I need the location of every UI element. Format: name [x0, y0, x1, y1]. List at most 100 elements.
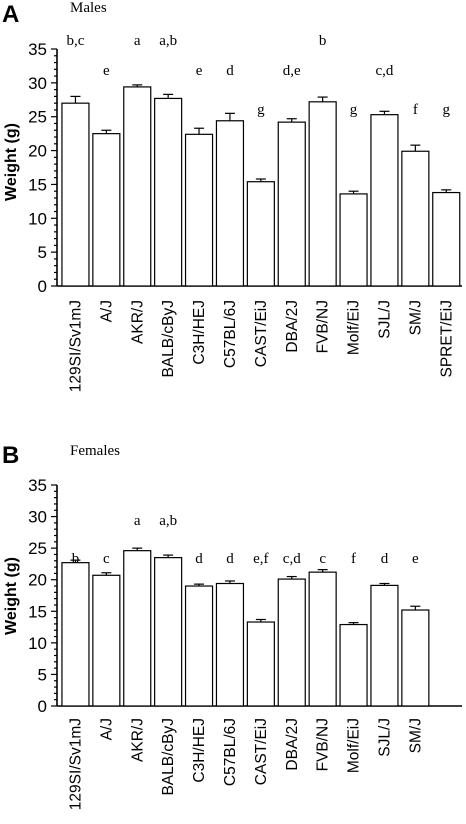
- panel-a-bar-7: [277, 121, 306, 287]
- panel-a-letter: A: [2, 1, 19, 28]
- panel-a-y-tick-label: 20: [28, 142, 47, 161]
- panel-b-category-label: DBA/2J: [284, 718, 301, 771]
- panel-a-category-label: CAST/EiJ: [253, 300, 270, 367]
- panel-a-bar-3: [154, 97, 183, 287]
- panel-b-y-tick-label: 30: [28, 508, 47, 527]
- panel-a-bar-0: [61, 102, 90, 287]
- panel-a-significance-label: f: [413, 102, 418, 118]
- panel-b-y-tick-label: 15: [28, 602, 47, 621]
- panel-b-category-label: BALB/cByJ: [160, 718, 177, 796]
- panel-a-y-tick-label: 30: [28, 74, 47, 93]
- panel-b-bar-6: [246, 621, 275, 707]
- panel-b-category-label: Molf/EiJ: [346, 718, 363, 773]
- panel-b-significance-label: c,d: [283, 551, 301, 567]
- panel-a-bar-4: [184, 133, 214, 287]
- panel-a-significance-label: a,b: [159, 33, 177, 49]
- panel-b-y-tick-label: 0: [38, 697, 47, 716]
- panel-b-category-label: FVB/NJ: [315, 718, 332, 771]
- panel-a-significance-label: g: [350, 102, 358, 118]
- panel-b-bar-3: [154, 557, 183, 707]
- panel-a-significance-label: c,d: [375, 63, 393, 79]
- panel-b-significance-label: d: [381, 551, 389, 567]
- panel-b-significance-label: c: [319, 551, 326, 567]
- panel-a-significance-label: g: [443, 102, 451, 118]
- panel-a-significance-label: a: [134, 33, 141, 49]
- panel-b-category-label: A/J: [98, 718, 115, 740]
- panel-b-y-tick-label: 20: [28, 571, 47, 590]
- panel-b-significance-label: e: [412, 551, 419, 567]
- panel-a-category-label: 129SI/Sv1mJ: [67, 300, 84, 392]
- panel-b-significance-label: a: [134, 513, 141, 529]
- panel-b-title: Females: [70, 443, 120, 459]
- panel-b-y-axis-label: Weight (g): [3, 557, 20, 635]
- panel-b-bar-2: [123, 550, 152, 707]
- panel-a-significance-label: e: [103, 63, 110, 79]
- panel-a-y-tick-label: 15: [28, 175, 47, 194]
- panel-b-significance-label: c: [103, 551, 110, 567]
- panel-a-category-label: SPRET/EiJ: [438, 300, 455, 378]
- panel-a-y-tick-label: 10: [28, 209, 47, 228]
- panel-b-bar-5: [215, 582, 245, 707]
- panel-a-y-tick-label: 5: [38, 243, 47, 262]
- panel-a-category-label: FVB/NJ: [315, 300, 332, 353]
- panel-a-bar-5: [215, 120, 245, 287]
- panel-b-y-tick-label: 10: [28, 634, 47, 653]
- panel-a-category-label: DBA/2J: [284, 300, 301, 353]
- panel-a-significance-label: b,c: [66, 33, 84, 49]
- panel-b-bar-1: [92, 574, 121, 707]
- panel-b-bar-11: [401, 609, 430, 707]
- panel-b-significance-label: a,b: [159, 513, 177, 529]
- panel-b-y-tick-label: 25: [28, 539, 47, 558]
- panel-a-significance-label: d,e: [283, 63, 301, 79]
- panel-a-bar-9: [339, 193, 368, 287]
- panel-a-category-label: C57BL/6J: [222, 300, 239, 368]
- panel-b-bar-7: [277, 578, 306, 707]
- panel-b-significance-label: f: [351, 551, 356, 567]
- panel-b-significance-label: d: [195, 551, 203, 567]
- panel-b-bar-9: [339, 623, 368, 707]
- panel-a-category-label: C3H/HEJ: [191, 300, 208, 365]
- panel-b-category-label: C3H/HEJ: [191, 718, 208, 783]
- panel-a-y-tick-label: 0: [38, 277, 47, 296]
- panel-a-category-label: SJL/J: [376, 300, 393, 339]
- panel-a-y-tick-label: 25: [28, 108, 47, 127]
- panel-b-significance-label: b: [72, 551, 80, 567]
- panel-a-category-label: AKR/J: [129, 300, 146, 344]
- panel-b-category-label: 129SI/Sv1mJ: [67, 718, 84, 810]
- panel-b: B Females Weight (g) 0 5 10 15 20 25 30 35 b 129S…: [2, 442, 462, 810]
- panel-a-category-label: Molf/EiJ: [346, 300, 363, 355]
- panel-a-significance-label: d: [226, 63, 234, 79]
- panel-b-category-label: CAST/EiJ: [253, 718, 270, 785]
- panel-a-bar-10: [370, 114, 399, 287]
- panel-a-category-label: A/J: [98, 300, 115, 322]
- panel-b-category-label: SM/J: [407, 718, 424, 753]
- panel-b-y-tick-label: 35: [28, 476, 47, 495]
- panel-a-bar-8: [308, 101, 337, 287]
- panel-b-significance-label: d: [226, 551, 234, 567]
- panel-b-bar-0: [61, 562, 90, 707]
- panel-b-y-tick-label: 5: [38, 665, 47, 684]
- panel-a-significance-label: b: [319, 33, 327, 49]
- panel-b-bar-8: [308, 571, 337, 707]
- panel-a-significance-label: g: [257, 102, 265, 118]
- panel-a-y-tick-label: 35: [28, 40, 47, 59]
- panel-a-bar-11: [401, 150, 430, 287]
- panel-b-category-label: C57BL/6J: [222, 718, 239, 786]
- panel-a-significance-label: e: [196, 63, 203, 79]
- panel-a-title: Males: [70, 0, 107, 16]
- panel-a-category-label: SM/J: [407, 300, 424, 335]
- panel-b-bar-4: [184, 585, 214, 707]
- panel-a-bar-1: [92, 133, 121, 287]
- panel-a: A Males Weight (g) 0 5 10 15 20 25 30 35 b,c 129S…: [2, 0, 462, 392]
- panel-b-significance-label: e,f: [253, 551, 268, 567]
- panel-a-category-label: BALB/cByJ: [160, 300, 177, 378]
- panel-a-bar-6: [246, 181, 275, 287]
- panel-b-category-label: AKR/J: [129, 718, 146, 762]
- panel-b-letter: B: [2, 442, 19, 469]
- panel-b-bar-10: [370, 584, 399, 707]
- panel-b-category-label: SJL/J: [376, 718, 393, 757]
- panel-a-y-axis-label: Weight (g): [3, 123, 20, 201]
- panel-a-bar-12: [432, 191, 461, 287]
- panel-a-bar-2: [123, 86, 152, 287]
